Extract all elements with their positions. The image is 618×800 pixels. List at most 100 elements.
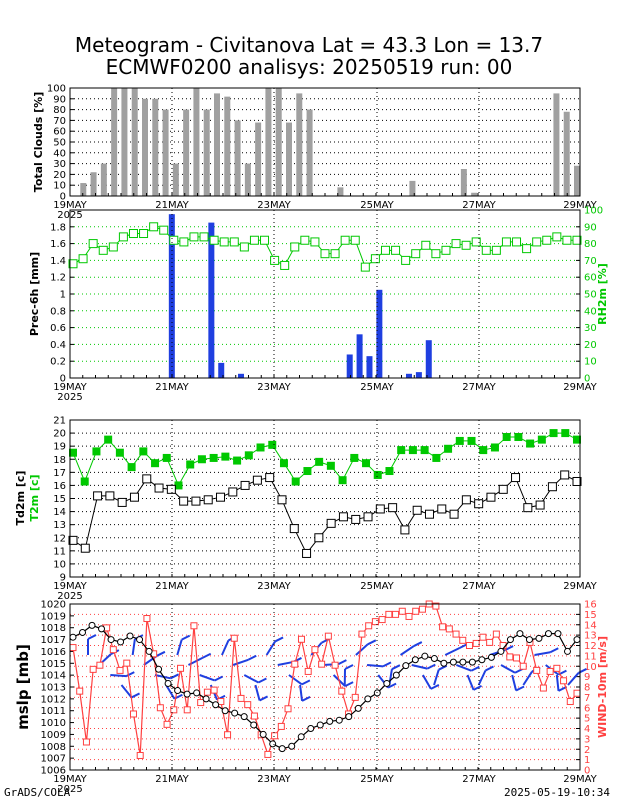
t2m-point [256, 443, 265, 452]
t2m-point [221, 452, 230, 461]
wind-barb-flag [382, 661, 392, 668]
t2m-point [561, 429, 570, 438]
mslp-point [240, 713, 248, 721]
rh-point [118, 232, 128, 242]
wind-barb-flag [301, 695, 311, 702]
t2m-point [127, 463, 136, 472]
panel2-ytick-label: 0 [60, 374, 66, 385]
panel3-ytick-label: 11 [53, 546, 66, 557]
windspeed-point [123, 659, 131, 667]
t2m-point [104, 435, 113, 444]
td2m-point [560, 470, 570, 480]
rh-point [249, 235, 259, 245]
cloud-bar [244, 163, 251, 196]
wind-barb-flag [473, 684, 482, 691]
td2m-point [166, 484, 176, 494]
mslp-point [202, 695, 210, 703]
panel4-ytick-right-label: 1 [584, 755, 590, 766]
panel3-ytick-label: 10 [53, 559, 66, 570]
rh-point [88, 239, 98, 249]
precip-bar [376, 289, 383, 378]
windspeed-point [96, 661, 104, 669]
windspeed-point [284, 705, 292, 713]
cloud-bar [286, 122, 292, 196]
td2m-point [228, 487, 238, 497]
panel3-ytick-label: 21 [53, 416, 66, 427]
td2m-point [80, 543, 90, 553]
rh-point [411, 249, 421, 259]
mslp-point [278, 745, 286, 753]
rh-point [149, 222, 159, 232]
rh-point [229, 237, 239, 247]
panel3-xtick-label: 25MAY [360, 581, 394, 592]
precip-bar [356, 334, 363, 378]
mslp-point [421, 652, 429, 660]
td2m-point [474, 499, 484, 509]
cloud-bar [337, 187, 344, 196]
panel2-xtick-label: 29MAY [563, 382, 597, 393]
rh-point [189, 232, 199, 242]
panel3-ylabel: Td2m [c] [14, 471, 27, 526]
mslp-point [193, 689, 201, 697]
windspeed-point [177, 664, 185, 672]
windspeed-point [358, 630, 366, 638]
mslp-point [345, 713, 353, 721]
cloud-bar [183, 109, 190, 196]
rh-point [340, 235, 350, 245]
windspeed-point [519, 662, 527, 670]
panel2-ytick-label: 1 [60, 290, 66, 301]
windspeed-point [566, 698, 574, 706]
rh-point [501, 237, 511, 247]
mslp-point [411, 656, 419, 664]
t2m-point [244, 451, 253, 460]
wind-barb-flag [515, 685, 525, 692]
precip-bar [415, 372, 422, 378]
rh-point [199, 232, 209, 242]
cloud-bar [203, 109, 210, 196]
panel4-ytick-label: 1014 [41, 671, 66, 682]
wind-barb-flag [259, 695, 269, 702]
mslp-point [326, 717, 334, 725]
wind-barb-flag [202, 652, 212, 659]
windspeed-point [311, 646, 319, 654]
rh-point [380, 245, 390, 255]
td2m-point [388, 503, 398, 513]
mslp-point [563, 647, 571, 655]
panel4-ytick-label: 1012 [41, 694, 66, 705]
panel4-ytick-label: 1016 [41, 647, 66, 658]
windspeed-point [452, 630, 460, 638]
wind-barb [176, 639, 183, 656]
panel4-xyear-label: 2025 [57, 784, 82, 795]
windspeed-point [506, 653, 514, 661]
rh-point [108, 242, 118, 252]
wind-barb [277, 660, 294, 666]
panel2-ytick-label: 0.4 [50, 340, 66, 351]
panel2-ylabel-right: RH2m [%] [596, 263, 609, 325]
panel3-ytick-label: 17 [53, 468, 66, 479]
rh-point [169, 235, 179, 245]
wind-barb [433, 669, 440, 686]
panel4-ytick-right-label: 14 [584, 620, 597, 631]
windspeed-point [472, 639, 480, 647]
td2m-point [302, 548, 312, 558]
windspeed-point [136, 751, 144, 759]
mslp-point [402, 662, 410, 670]
cloud-bar [296, 93, 303, 196]
panel4-ytick-right-label: 9 [584, 672, 590, 683]
cloud-bar [409, 180, 416, 196]
t2m-point [115, 448, 124, 457]
t2m-point [537, 435, 546, 444]
mslp-point [544, 630, 552, 638]
windspeed-point [210, 686, 218, 694]
td2m-point [93, 491, 103, 501]
rh-point [310, 237, 320, 247]
cloud-bar [162, 109, 169, 196]
panel3-xtick-label: 23MAY [257, 581, 291, 592]
panel1-xtick-label: 23MAY [257, 200, 291, 211]
wind-barb [456, 664, 472, 672]
wind-barb [567, 672, 580, 686]
wind-barb-flag [301, 679, 311, 686]
t2m-point [303, 467, 312, 476]
t2m-point [69, 448, 77, 457]
